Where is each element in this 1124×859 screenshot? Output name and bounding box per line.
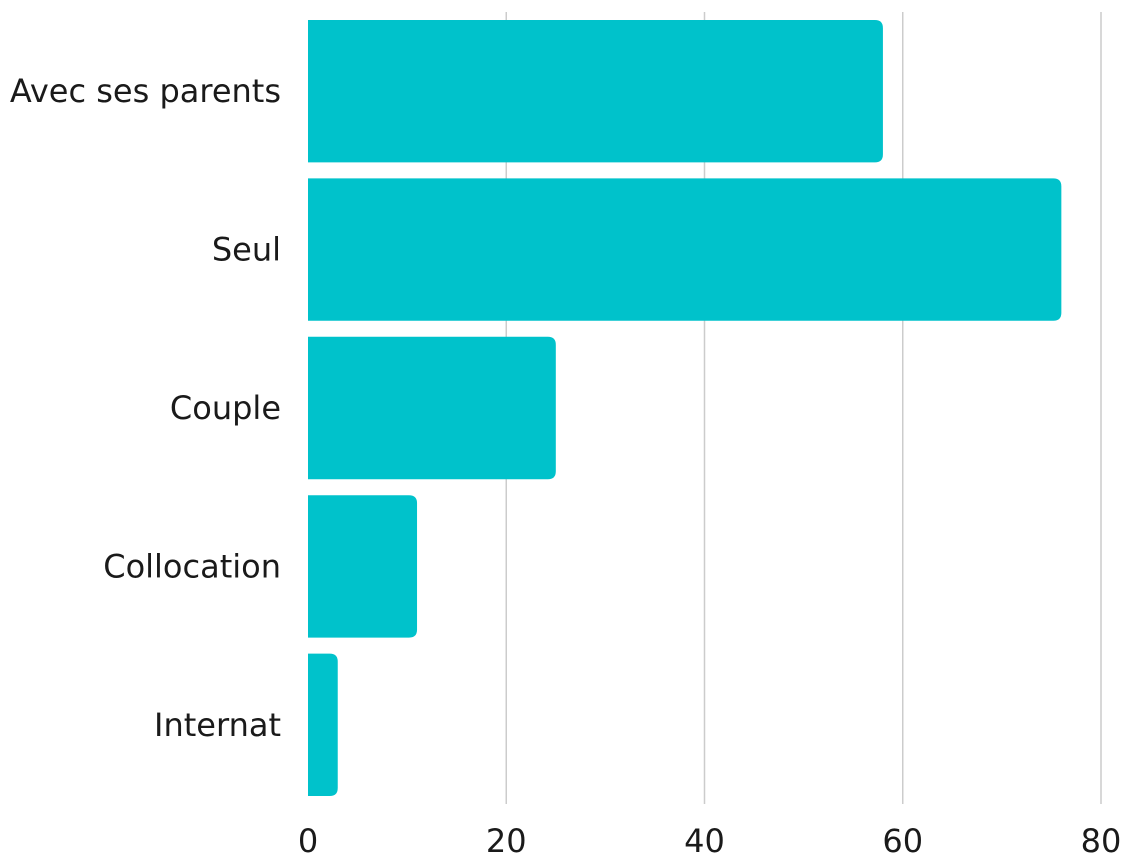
category-label-internat: Internat xyxy=(154,706,281,744)
bar-collocation xyxy=(308,495,418,638)
bar-seul xyxy=(308,178,1062,321)
x-tick-label-20: 20 xyxy=(486,822,527,859)
bar-couple xyxy=(308,336,556,480)
x-tick-label-80: 80 xyxy=(1081,822,1122,859)
x-tick-label-60: 60 xyxy=(882,822,923,859)
bar-internat xyxy=(308,653,338,796)
x-axis-ticks: 0 20 40 60 80 xyxy=(298,822,1122,859)
x-tick-label-40: 40 xyxy=(684,822,725,859)
category-label-avec-ses-parents: Avec ses parents xyxy=(10,72,281,110)
category-label-couple: Couple xyxy=(170,389,281,427)
category-label-collocation: Collocation xyxy=(103,547,281,585)
x-tick-label-0: 0 xyxy=(298,822,318,859)
bars xyxy=(308,20,1062,796)
category-label-seul: Seul xyxy=(212,231,281,269)
bar-avec-ses-parents xyxy=(308,20,883,163)
category-labels: Avec ses parents Seul Couple Collocation Int… xyxy=(10,72,281,744)
